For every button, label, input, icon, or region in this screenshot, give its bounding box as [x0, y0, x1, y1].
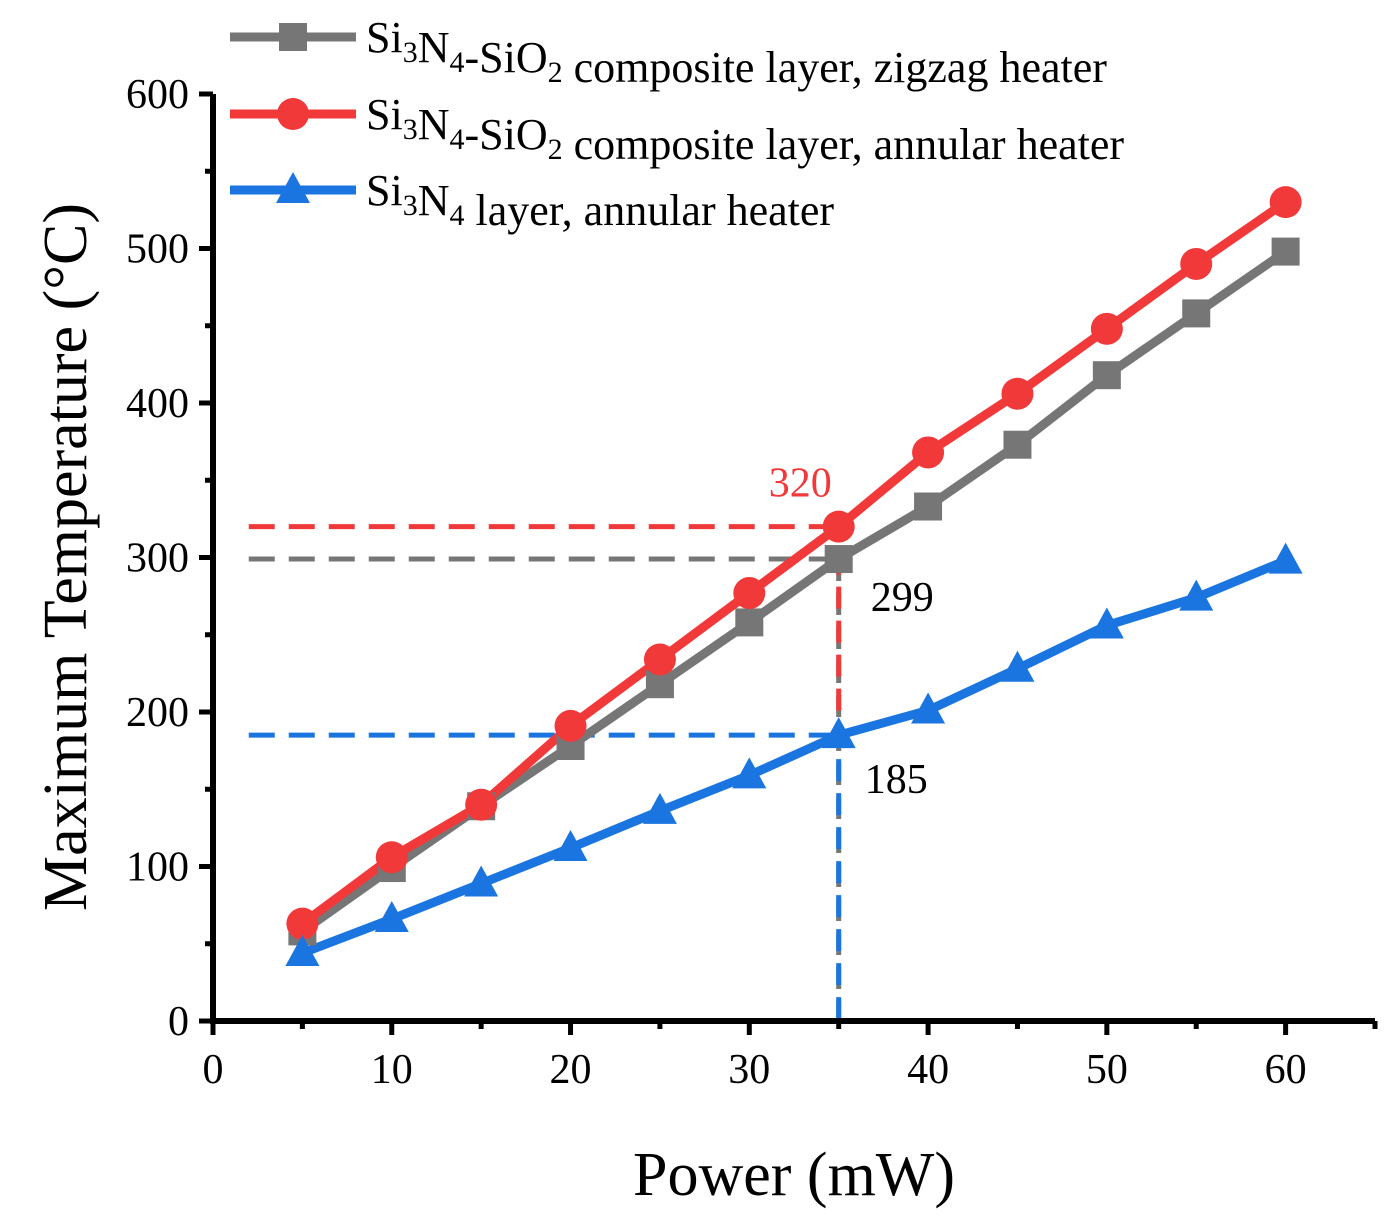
legend-label: Si3N4 layer, annular heater [366, 166, 834, 235]
series-1-point-6 [735, 608, 764, 637]
series-2-point-4 [554, 709, 587, 742]
series-1-point-12 [1271, 237, 1300, 266]
series-2-point-2 [375, 841, 408, 874]
x-tick-label: 40 [907, 1047, 949, 1093]
series-2-point-6 [733, 577, 766, 610]
legend-label: Si3N4-SiO2 composite layer, annular heat… [366, 90, 1124, 169]
x-tick-label: 30 [728, 1047, 770, 1093]
series-1-point-11 [1182, 299, 1211, 328]
x-tick-label: 10 [371, 1047, 413, 1093]
series-3-point-6 [732, 757, 767, 789]
series-3-point-12 [1268, 542, 1303, 574]
legend-item-2: Si3N4-SiO2 composite layer, annular heat… [230, 90, 1124, 169]
annotations: 320 299 185 [769, 461, 934, 804]
series-3-point-9 [1000, 650, 1035, 682]
series-1-point-9 [1003, 430, 1032, 459]
y-tick-label: 400 [126, 381, 189, 427]
series-2-point-10 [1090, 312, 1123, 345]
series-lines [299, 198, 1289, 958]
series-3-point-1 [285, 935, 320, 967]
annotation-320: 320 [769, 461, 832, 507]
series-2-point-7 [822, 510, 855, 543]
y-axis-title: Maximum Temperature (°C) [32, 203, 100, 911]
series-1-point-8 [914, 492, 943, 521]
series-line-3 [300, 556, 1288, 958]
series-2-point-3 [465, 788, 498, 821]
legend-item-1: Si3N4-SiO2 composite layer, zigzag heate… [230, 13, 1107, 92]
y-tick-label: 0 [168, 999, 189, 1045]
series-3-point-4 [553, 829, 588, 861]
legend-marker [277, 98, 309, 130]
reference-lines [248, 524, 842, 1021]
series-2-point-11 [1180, 247, 1213, 280]
x-tick-label: 50 [1086, 1047, 1128, 1093]
annotation-185: 185 [865, 757, 928, 803]
legend-marker [279, 23, 307, 51]
x-tick-label: 20 [550, 1047, 592, 1093]
series-line-1 [299, 247, 1289, 936]
x-tick-label: 0 [203, 1047, 224, 1093]
x-tick-label: 60 [1265, 1047, 1307, 1093]
series-2-point-9 [1001, 377, 1034, 410]
series-1-point-7 [824, 545, 853, 574]
series-3-point-10 [1089, 607, 1124, 639]
series-3-point-3 [464, 865, 499, 897]
series-2-point-1 [286, 907, 319, 940]
y-tick-label: 300 [126, 536, 189, 582]
series-2-point-8 [912, 436, 945, 469]
y-ticks: 0 100 200 300 400 500 600 [126, 72, 213, 1045]
legend-label: Si3N4-SiO2 composite layer, zigzag heate… [366, 13, 1107, 92]
series-2-point-12 [1269, 186, 1302, 219]
x-axis-title: Power (mW) [633, 1141, 955, 1209]
series-2-point-5 [643, 643, 676, 676]
series-3-point-5 [642, 792, 677, 824]
legend: Si3N4-SiO2 composite layer, zigzag heate… [230, 13, 1124, 235]
y-tick-label: 200 [126, 690, 189, 736]
series-3-point-8 [911, 692, 946, 724]
legend-item-3: Si3N4 layer, annular heater [230, 166, 834, 235]
series-3-point-11 [1179, 579, 1214, 611]
series-3-point-7 [821, 717, 856, 749]
legend-marker [276, 172, 310, 203]
series-line-2 [299, 198, 1289, 928]
y-tick-label: 600 [126, 72, 189, 118]
series-markers [285, 186, 1303, 967]
annotation-299: 299 [871, 575, 934, 621]
series-3-point-2 [374, 901, 409, 933]
series-1-point-10 [1092, 361, 1121, 390]
x-ticks: 0 10 20 30 40 50 60 [203, 1021, 1378, 1093]
y-tick-label: 100 [126, 845, 189, 891]
y-tick-label: 500 [126, 227, 189, 273]
